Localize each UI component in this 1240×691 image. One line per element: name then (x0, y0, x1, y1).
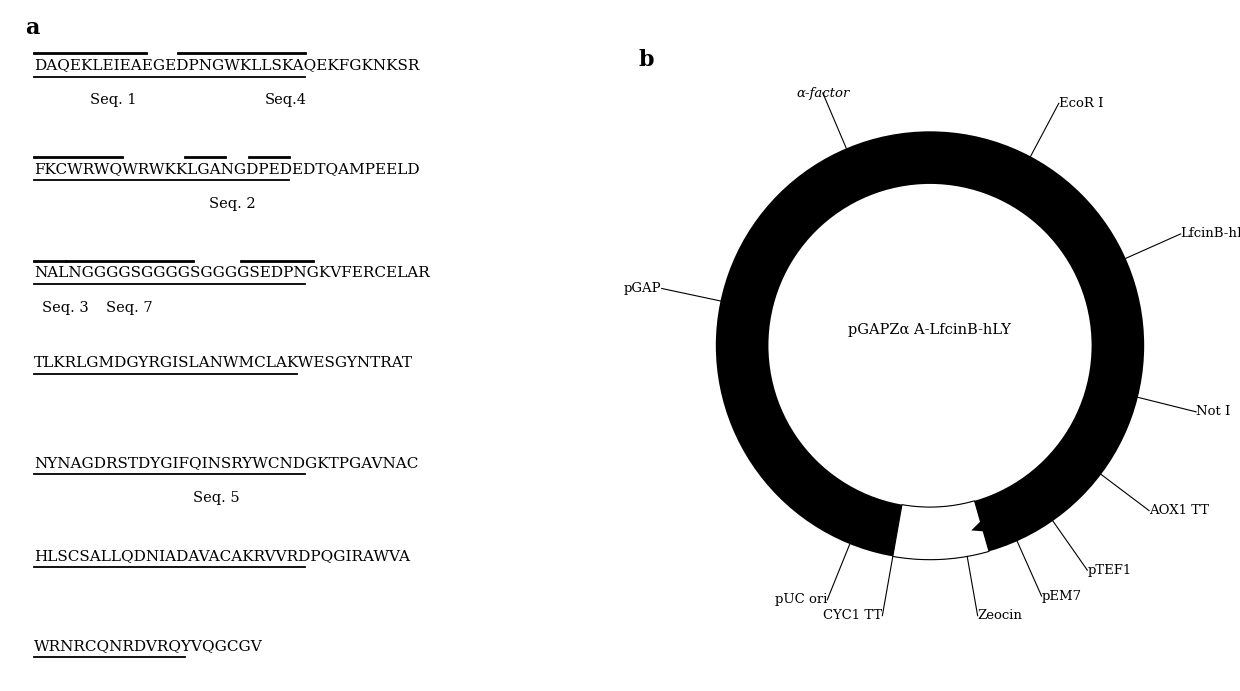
Polygon shape (718, 295, 763, 347)
Text: Not I: Not I (1197, 406, 1230, 418)
Circle shape (715, 131, 1145, 560)
Text: NYNAGDRSTDYGIFQINSRYWCNDGKTPGAVNAC: NYNAGDRSTDYGIFQINSRYWCNDGKTPGAVNAC (35, 456, 418, 470)
Text: FKCWRWQWRWKKLGANGDPEDEDTQAMPEELD: FKCWRWQWRWKKLGANGDPEDEDTQAMPEELD (35, 162, 419, 176)
Text: TLKRLGMDGYRGISLANWMCLAKWESGYNTRAT: TLKRLGMDGYRGISLANWMCLAKWESGYNTRAT (35, 356, 413, 370)
Text: pGAP: pGAP (624, 282, 662, 295)
Text: Seq. 7: Seq. 7 (105, 301, 153, 314)
Text: pUC ori: pUC ori (775, 594, 827, 606)
Text: CYC1 TT: CYC1 TT (823, 609, 883, 622)
Text: pTEF1: pTEF1 (1087, 564, 1132, 577)
Polygon shape (893, 501, 990, 560)
Polygon shape (776, 186, 828, 234)
Text: EcoR I: EcoR I (1059, 97, 1104, 110)
Text: NALNGGGGSGGGGSGGGGSEDPNGKVFERCELAR: NALNGGGGSGGGGSGGGGSEDPNGKVFERCELAR (35, 266, 430, 280)
Text: Seq. 2: Seq. 2 (210, 197, 255, 211)
Text: Seq. 3: Seq. 3 (42, 301, 89, 314)
Polygon shape (749, 403, 790, 457)
Text: WRNRCQNRDVRQYVQGCGV: WRNRCQNRDVRQYVQGCGV (35, 639, 263, 653)
Polygon shape (1097, 336, 1142, 386)
Polygon shape (1012, 471, 1065, 516)
Text: Seq. 1: Seq. 1 (89, 93, 136, 107)
Polygon shape (970, 142, 1023, 183)
Polygon shape (843, 509, 897, 551)
Text: LfcinB-hLY: LfcinB-hLY (1180, 227, 1240, 240)
Text: HLSCSALLQDNIADAVACAKRVVRDPQGIRAWVA: HLSCSALLQDNIADAVACAKRVVRDPQGIRAWVA (35, 549, 410, 563)
Text: pGAPZα A-LfcinB-hLY: pGAPZα A-LfcinB-hLY (848, 323, 1012, 337)
Text: b: b (639, 48, 655, 70)
Text: pEM7: pEM7 (1042, 589, 1081, 603)
Text: DAQEKLEIEAEGEDPNGWKLLSKAQEKFGKNKSR: DAQEKLEIEAEGEDPNGWKLLSKAQEKFGKNKSR (35, 59, 419, 73)
Text: AOX1 TT: AOX1 TT (1149, 504, 1209, 517)
Circle shape (769, 184, 1091, 507)
Text: Zeocin: Zeocin (977, 609, 1023, 622)
Text: α-factor: α-factor (796, 86, 849, 100)
Polygon shape (971, 493, 1024, 535)
Text: Seq.4: Seq.4 (265, 93, 308, 107)
Text: Seq. 5: Seq. 5 (193, 491, 241, 504)
Text: a: a (25, 17, 40, 39)
